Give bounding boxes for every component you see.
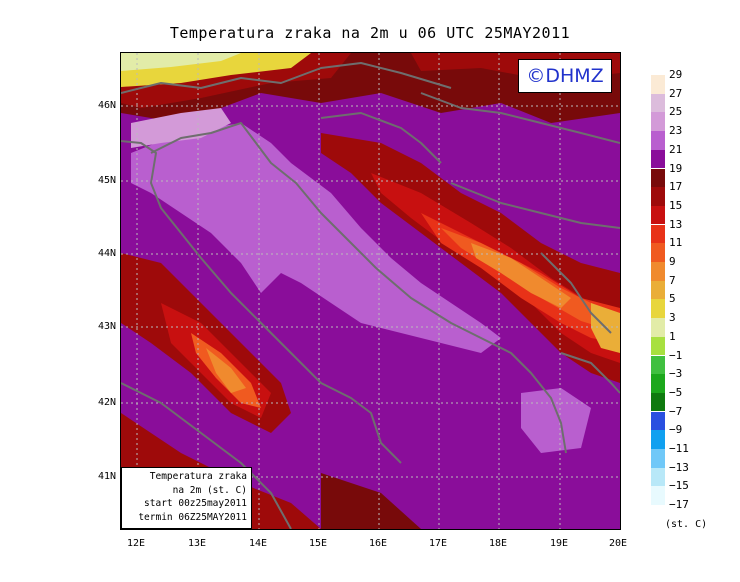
info-line-units: na 2m (st. C) xyxy=(172,484,247,496)
legend-swatch xyxy=(651,131,665,150)
map-title: Temperatura zraka na 2m u 06 UTC 25MAY20… xyxy=(169,24,571,42)
lon-label-17e: 17E xyxy=(428,538,448,549)
lat-label-45n: 45N xyxy=(97,175,116,186)
legend-label: −13 xyxy=(669,460,689,474)
info-line-variable: Temperatura zraka xyxy=(149,471,247,482)
legend-label: −3 xyxy=(669,367,683,381)
lat-label-44n: 44N xyxy=(97,248,116,259)
legend-label: −9 xyxy=(669,423,683,437)
legend-swatch xyxy=(651,187,665,206)
legend-label: −1 xyxy=(669,348,683,362)
legend-swatch xyxy=(651,336,665,356)
legend-label: −17 xyxy=(669,498,689,512)
legend-swatch xyxy=(651,299,665,318)
lat-label-41n: 41N xyxy=(97,471,116,482)
legend-swatch xyxy=(651,224,665,244)
legend-swatch xyxy=(651,318,665,337)
legend-label: 21 xyxy=(669,142,683,156)
legend-swatch xyxy=(651,411,665,431)
legend-label: 25 xyxy=(669,105,683,119)
legend-swatch xyxy=(651,449,665,468)
legend-label: 19 xyxy=(669,161,683,175)
legend-label: 9 xyxy=(669,255,676,268)
legend-swatch xyxy=(651,374,665,393)
legend-swatch xyxy=(651,280,665,300)
legend-swatch xyxy=(651,392,665,412)
field-apennine-9 xyxy=(206,348,246,393)
lon-label-20e: 20E xyxy=(608,538,628,549)
legend-swatch xyxy=(651,75,665,94)
legend-label: −15 xyxy=(669,479,689,493)
field-south-19 xyxy=(321,473,421,529)
lon-label-19e: 19E xyxy=(549,538,569,549)
map-field xyxy=(121,53,620,529)
legend-label: 27 xyxy=(669,86,683,100)
legend-swatch xyxy=(651,205,665,225)
legend-swatch xyxy=(651,486,665,505)
legend-swatch xyxy=(651,262,665,281)
lat-label-43n: 43N xyxy=(97,321,116,332)
field-po-25 xyxy=(131,108,231,148)
legend-label: 5 xyxy=(669,292,676,306)
legend-label: 17 xyxy=(669,180,683,194)
lon-label-18e: 18E xyxy=(488,538,508,549)
legend-label: 15 xyxy=(669,198,683,212)
lon-label-14e: 14E xyxy=(248,538,268,549)
legend-swatch xyxy=(651,243,665,262)
coastlines xyxy=(121,62,620,529)
legend-label: 11 xyxy=(669,236,683,250)
dhmz-logo: ©DHMZ xyxy=(518,59,612,93)
field-dinaric-9 xyxy=(471,243,571,308)
field-albania-23 xyxy=(521,388,591,453)
legend-label: −5 xyxy=(669,385,683,399)
info-line-start: start 00z25may2011 xyxy=(144,498,247,509)
legend-label: 1 xyxy=(669,329,676,343)
legend-units: (st. C) xyxy=(665,519,708,530)
legend-label: 29 xyxy=(669,68,683,81)
map-grid xyxy=(121,53,620,529)
legend-label: −11 xyxy=(669,442,689,455)
lat-label-42n: 42N xyxy=(97,397,116,408)
lon-label-12e: 12E xyxy=(126,538,146,549)
info-line-termin: termin 06Z25MAY2011 xyxy=(138,511,247,523)
lon-label-15e: 15E xyxy=(308,538,328,549)
legend-swatch xyxy=(651,467,665,487)
legend-swatch xyxy=(651,168,665,187)
legend-label: −7 xyxy=(669,404,683,418)
field-north-3 xyxy=(121,53,241,71)
legend-label: 13 xyxy=(669,217,683,231)
lon-label-16e: 16E xyxy=(368,538,388,549)
legend-label: 7 xyxy=(669,273,676,287)
lat-label-46n: 46N xyxy=(97,100,116,111)
legend-swatch xyxy=(651,112,665,131)
legend-swatch xyxy=(651,149,665,169)
temperature-map: ©DHMZ Temperatura zraka na 2m (st. C) st… xyxy=(120,52,621,530)
lon-label-13e: 13E xyxy=(187,538,207,549)
legend-swatch xyxy=(651,355,665,374)
legend-swatch xyxy=(651,430,665,449)
legend-label: 3 xyxy=(669,311,676,325)
info-box: Temperatura zraka na 2m (st. C) start 00… xyxy=(121,467,252,529)
legend-label: 23 xyxy=(669,124,683,138)
legend-swatch xyxy=(651,93,665,113)
